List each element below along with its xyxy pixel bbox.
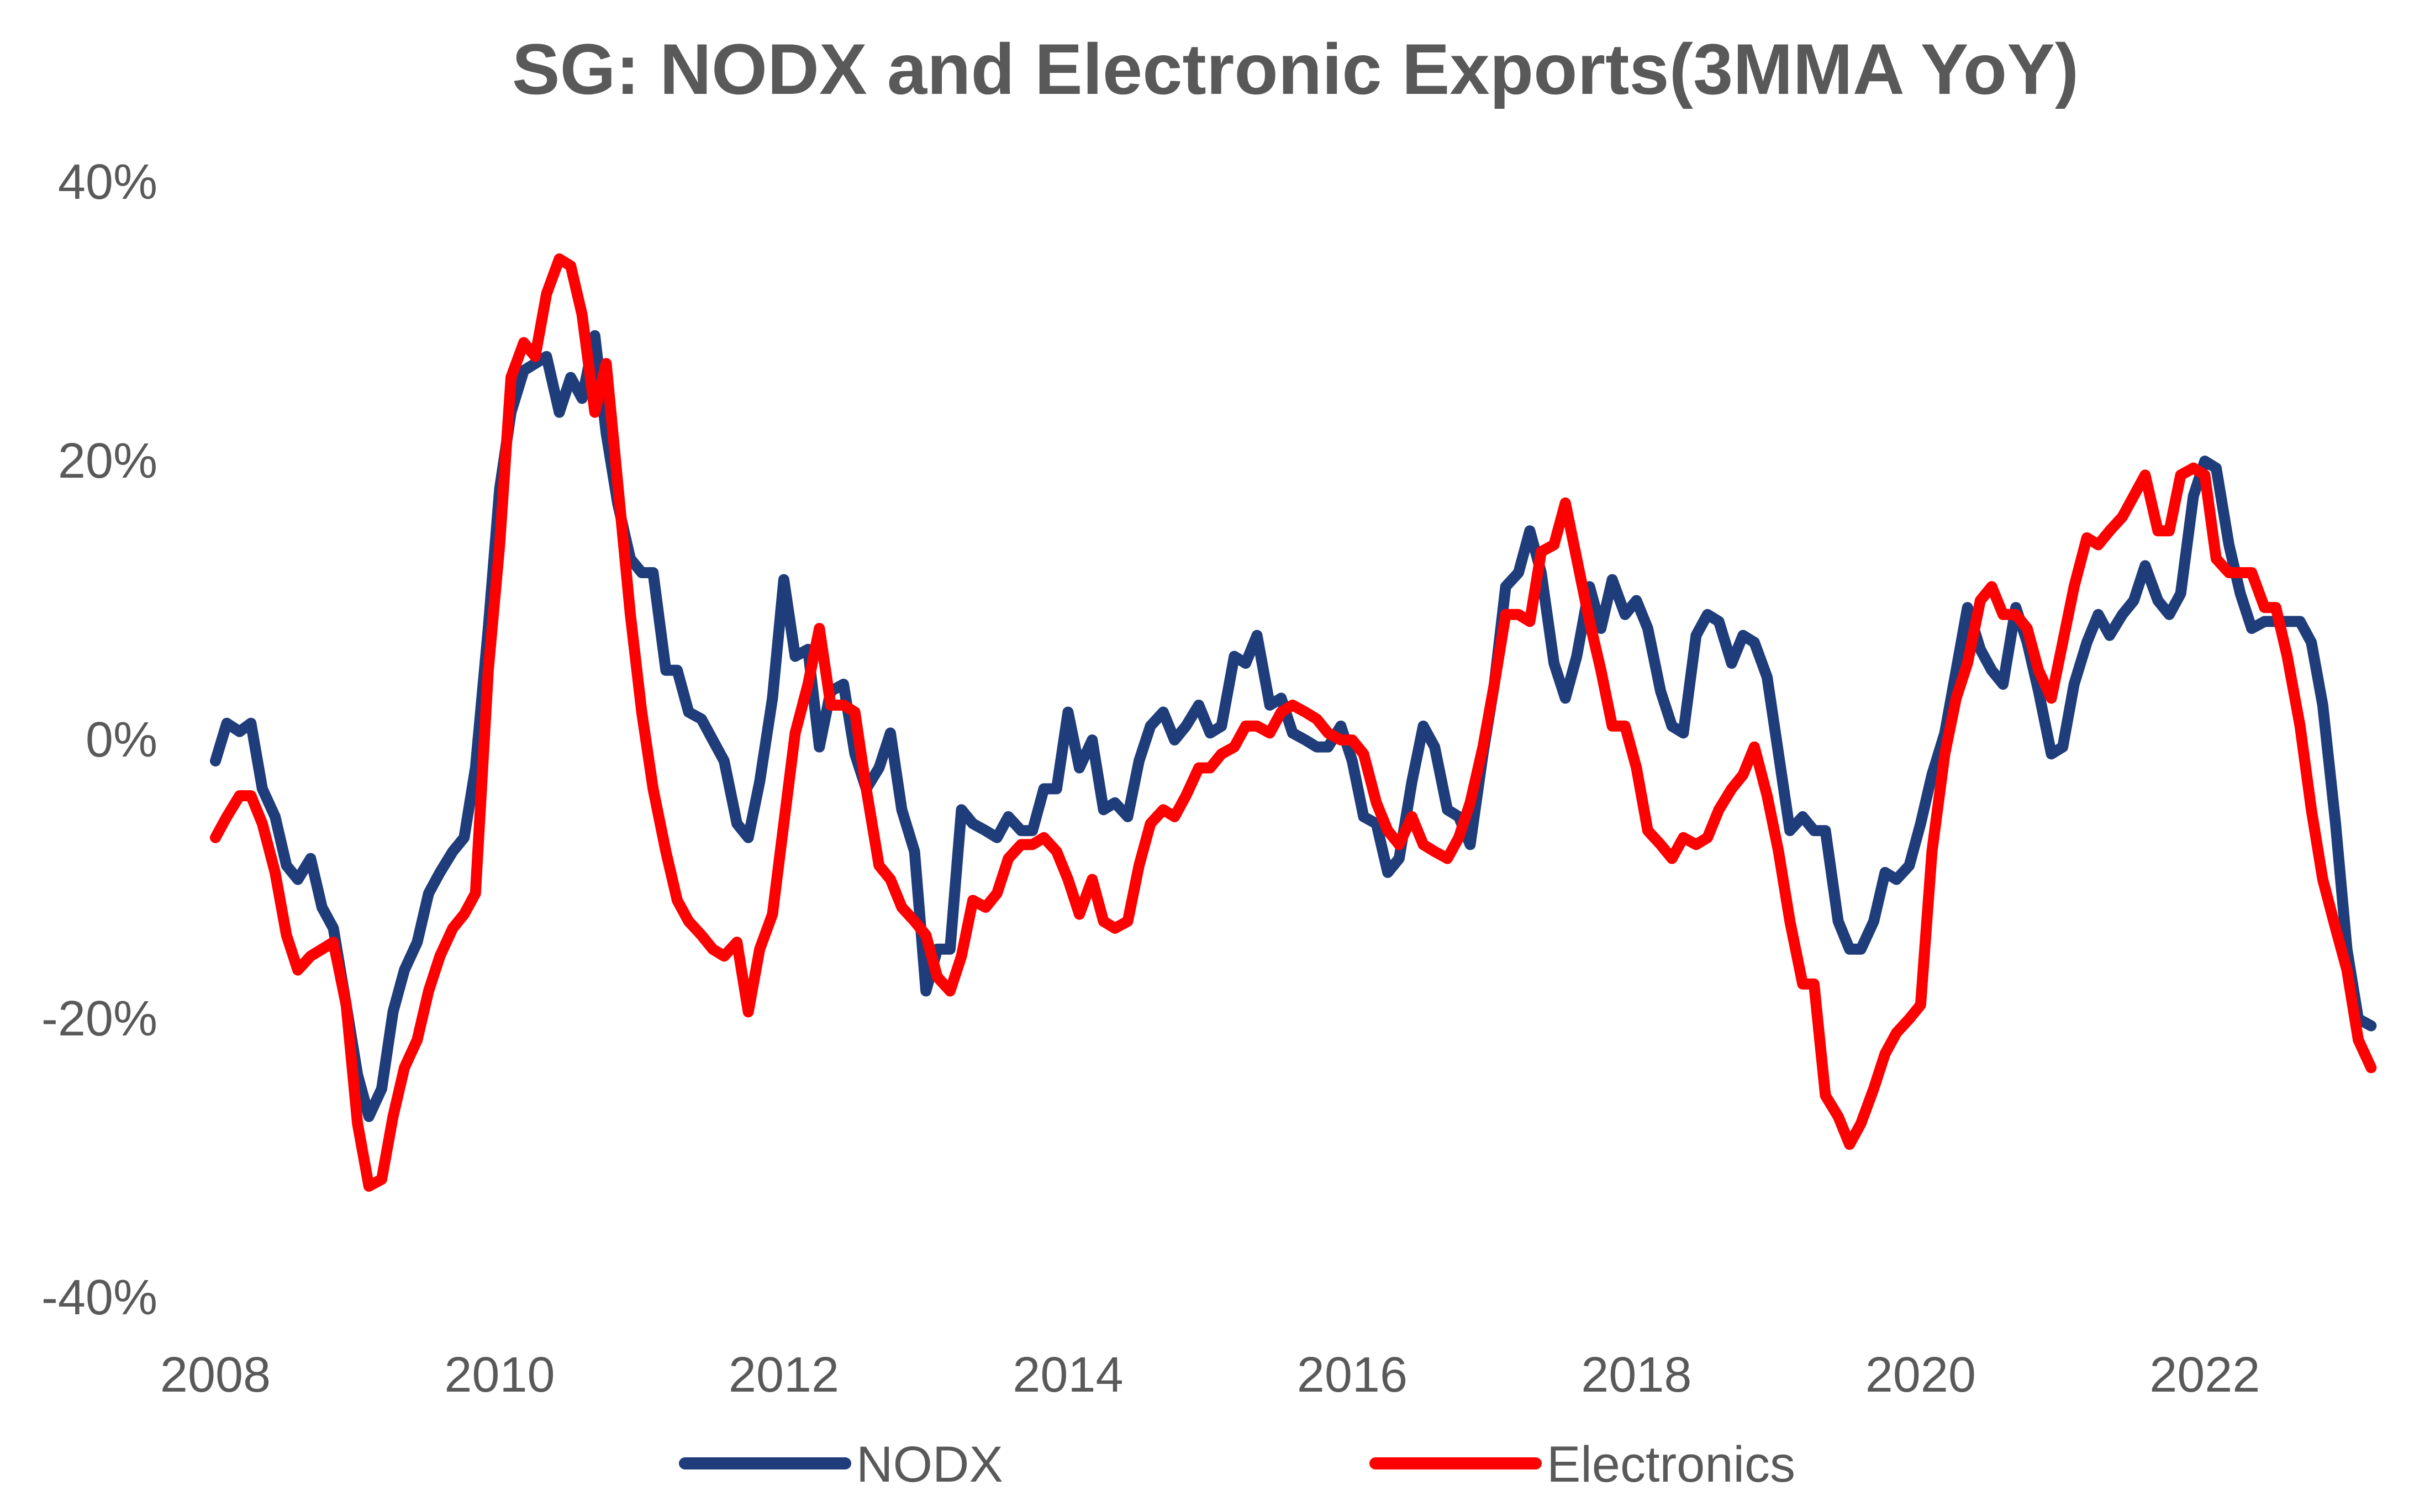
x-tick-label: 2012 — [729, 1347, 839, 1403]
x-tick-label: 2022 — [2149, 1347, 2260, 1403]
x-tick-label: 2008 — [160, 1347, 271, 1403]
y-tick-label: -20% — [41, 991, 157, 1046]
x-tick-label: 2016 — [1297, 1347, 1408, 1403]
x-tick-label: 2014 — [1013, 1347, 1123, 1403]
x-tick-label: 2018 — [1581, 1347, 1691, 1403]
y-tick-label: -40% — [41, 1270, 157, 1325]
y-tick-label: 40% — [58, 155, 157, 210]
legend-label-nodx: NODX — [856, 1436, 1003, 1493]
x-tick-label: 2010 — [444, 1347, 555, 1403]
chart-title: SG: NODX and Electronic Exports(3MMA YoY… — [512, 29, 2079, 109]
y-tick-label: 20% — [58, 433, 157, 489]
legend: NODX Electronics — [679, 1436, 1795, 1493]
y-axis-tick-labels: 40% 20% 0% -20% -40% — [41, 155, 157, 1325]
x-tick-label: 2020 — [1865, 1347, 1976, 1403]
x-axis-tick-labels: 2008 2010 2012 2014 2016 2018 2020 2022 — [160, 1347, 2260, 1403]
series-line-electronics — [210, 253, 2377, 1192]
y-tick-label: 0% — [86, 712, 157, 768]
legend-label-electronics: Electronics — [1547, 1436, 1795, 1493]
series-lines — [210, 253, 2377, 1192]
series-line-nodx — [210, 330, 2377, 1122]
